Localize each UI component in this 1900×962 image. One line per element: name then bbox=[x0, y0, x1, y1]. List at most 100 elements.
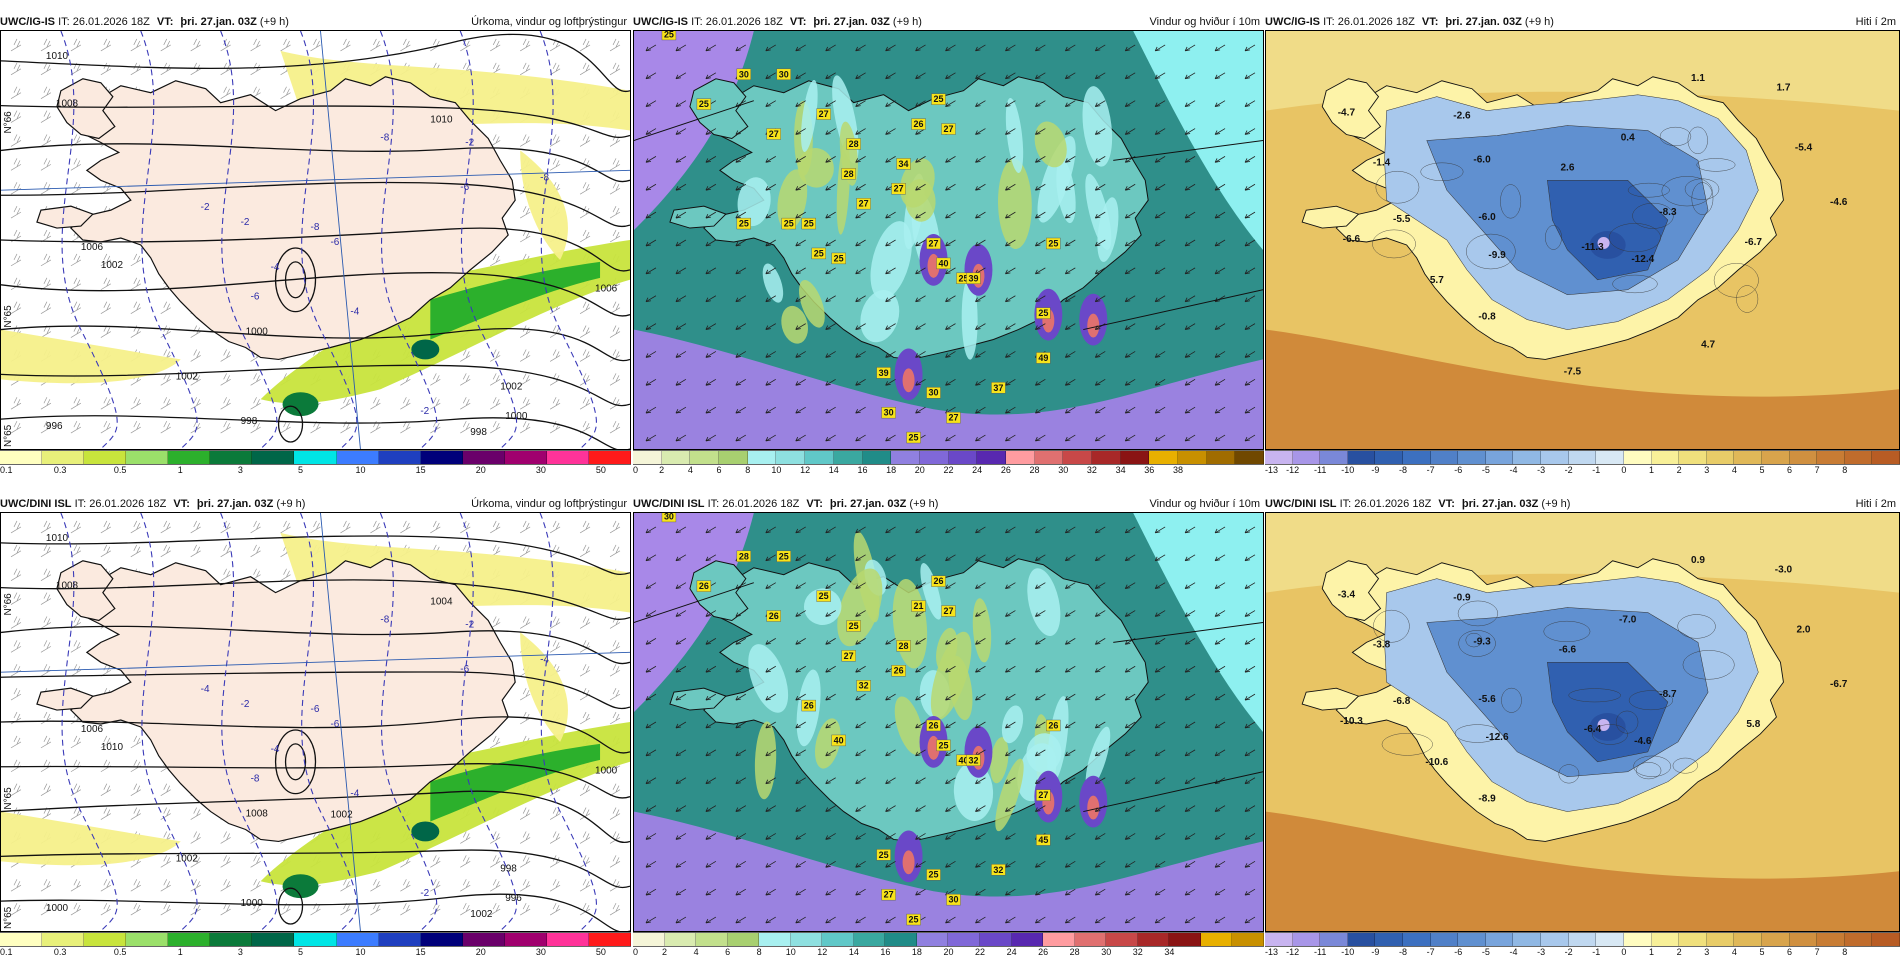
gust-label: 32 bbox=[966, 754, 981, 766]
svg-text:28: 28 bbox=[849, 139, 859, 149]
colorbar-swatch bbox=[1403, 451, 1431, 464]
gust-label: 25 bbox=[876, 849, 891, 861]
temperature-value: -4.6 bbox=[1634, 736, 1652, 747]
temperature-label: -2 bbox=[241, 217, 250, 228]
colorbar-swatch bbox=[588, 451, 631, 464]
pressure-label: 1002 bbox=[176, 853, 199, 864]
temperature-value: -1.4 bbox=[1373, 157, 1391, 168]
temperature-value: -4.7 bbox=[1338, 108, 1356, 119]
pressure-label: 1008 bbox=[246, 809, 269, 820]
temperature-label: -8 bbox=[380, 132, 389, 143]
colorbar-swatch bbox=[1149, 451, 1179, 464]
colorbar-swatch bbox=[1063, 451, 1092, 464]
colorbar-tick: 20 bbox=[475, 465, 486, 475]
svg-text:26: 26 bbox=[769, 611, 779, 621]
colorbar-tick: 10 bbox=[355, 465, 366, 475]
temperature-value: -2.6 bbox=[1453, 111, 1471, 122]
temperature-value: 2.0 bbox=[1797, 624, 1811, 635]
gust-label: 27 bbox=[766, 128, 781, 140]
colorbar-swatch bbox=[126, 933, 169, 946]
colorbar-tick: 8 bbox=[1842, 465, 1848, 475]
colorbar-swatch bbox=[168, 451, 211, 464]
colorbar-tick: 16 bbox=[880, 947, 891, 957]
colorbar-tick: 36 bbox=[1144, 465, 1155, 475]
colorbar-tick: 24 bbox=[1006, 947, 1017, 957]
temperature-value: -4.6 bbox=[1830, 197, 1848, 208]
colorbar-tick: 0.1 bbox=[0, 465, 13, 475]
pressure-label: 1002 bbox=[470, 909, 493, 920]
colorbar-swatch bbox=[1178, 451, 1207, 464]
temperature-value: -12.6 bbox=[1486, 732, 1509, 743]
map-panel-temp: UWC/DINI ISL IT: 26.01.2026 18Z VT: þri.… bbox=[1265, 496, 1900, 962]
svg-text:25: 25 bbox=[909, 915, 919, 925]
colorbar-tick: 20 bbox=[475, 947, 486, 957]
temperature-label: -2 bbox=[420, 888, 429, 899]
svg-text:27: 27 bbox=[1038, 790, 1048, 800]
svg-text:30: 30 bbox=[929, 388, 939, 398]
colorbar-swatch bbox=[1872, 933, 1900, 946]
temperature-label: -6 bbox=[251, 292, 260, 303]
gust-label: 49 bbox=[1036, 352, 1051, 364]
gust-label: 27 bbox=[891, 183, 906, 195]
gust-label: 30 bbox=[926, 387, 941, 399]
gust-label: 25 bbox=[846, 620, 861, 632]
valid-time-label: VT: bbox=[156, 16, 174, 28]
colorbar-swatch bbox=[633, 451, 662, 464]
colorbar-tick: 5 bbox=[1759, 947, 1765, 957]
temperature-label: -4 bbox=[540, 654, 549, 665]
colorbar: -13 -12 -11 -10 -9 -8 -7 -6 -5 -4 -3 -2 -1 0 1 2 3 4 5 6 7 8 bbox=[1265, 932, 1900, 960]
gust-label: 25 bbox=[1046, 237, 1061, 250]
temperature-value: 1.7 bbox=[1776, 83, 1790, 94]
colorbar-tick: -2 bbox=[1564, 465, 1573, 475]
colorbar-tick: 50 bbox=[595, 465, 606, 475]
colorbar-tick: 15 bbox=[415, 947, 426, 957]
colorbar-swatch bbox=[980, 933, 1012, 946]
valid-time: þri. 27.jan. 03Z bbox=[813, 16, 890, 28]
colorbar-tick: 28 bbox=[1029, 465, 1040, 475]
panel-header: UWC/IG-IS IT: 26.01.2026 18Z VT: þri. 27… bbox=[633, 14, 1264, 30]
map-canvas: -4.7 -2.6 1.1 1.7 -1.4 -6.0 0.4 2.6 -5.4 -4.6 -5.5… bbox=[1265, 30, 1900, 450]
temperature-value: 4.7 bbox=[1701, 340, 1715, 351]
pressure-label: 1006 bbox=[595, 284, 618, 295]
init-time: IT: 26.01.2026 18Z bbox=[58, 16, 150, 28]
colorbar-tick: 20 bbox=[943, 947, 954, 957]
colorbar-tick: 3 bbox=[1704, 947, 1710, 957]
svg-text:25: 25 bbox=[958, 273, 968, 283]
colorbar-swatch bbox=[776, 451, 806, 464]
colorbar-tick: 6 bbox=[1787, 465, 1793, 475]
colorbar-swatch bbox=[948, 451, 978, 464]
svg-text:40: 40 bbox=[939, 258, 949, 268]
colorbar-tick: 30 bbox=[1101, 947, 1112, 957]
model-source: UWC/IG-IS bbox=[633, 16, 688, 28]
pressure-label: 1000 bbox=[246, 327, 269, 338]
colorbar-tick: 34 bbox=[1115, 465, 1126, 475]
colorbar-tick: 0 bbox=[1621, 465, 1627, 475]
gust-label: 25 bbox=[926, 869, 941, 881]
svg-text:25: 25 bbox=[1038, 308, 1048, 318]
pressure-label: 1000 bbox=[241, 898, 264, 909]
colorbar-tick: 18 bbox=[911, 947, 922, 957]
colorbar-swatch bbox=[294, 933, 337, 946]
svg-text:27: 27 bbox=[844, 651, 854, 661]
gust-label: 28 bbox=[896, 640, 911, 652]
colorbar-tick: 10 bbox=[785, 947, 796, 957]
colorbar-swatch bbox=[462, 933, 505, 946]
svg-text:26: 26 bbox=[804, 701, 814, 711]
colorbar-swatch bbox=[0, 451, 43, 464]
colorbar-swatch bbox=[1706, 933, 1735, 946]
colorbar-swatch bbox=[1485, 451, 1514, 464]
colorbar-tick: 0 bbox=[1621, 947, 1627, 957]
gust-label: 25 bbox=[736, 217, 752, 230]
colorbar-tick: -3 bbox=[1537, 947, 1546, 957]
gust-label: 30 bbox=[736, 68, 752, 80]
svg-text:26: 26 bbox=[929, 720, 939, 730]
colorbar-tick: -12 bbox=[1286, 465, 1300, 475]
colorbar-tick: 14 bbox=[848, 947, 859, 957]
colorbar-tick: -10 bbox=[1341, 465, 1355, 475]
temperature-value: -3.0 bbox=[1775, 565, 1793, 576]
colorbar-swatch bbox=[1235, 451, 1265, 464]
map-panel-temp: UWC/IG-IS IT: 26.01.2026 18Z VT: þri. 27… bbox=[1265, 14, 1900, 480]
colorbar-swatch bbox=[546, 451, 589, 464]
lead-time: (+9 h) bbox=[1541, 498, 1571, 510]
temperature-value: -9.9 bbox=[1488, 250, 1506, 261]
